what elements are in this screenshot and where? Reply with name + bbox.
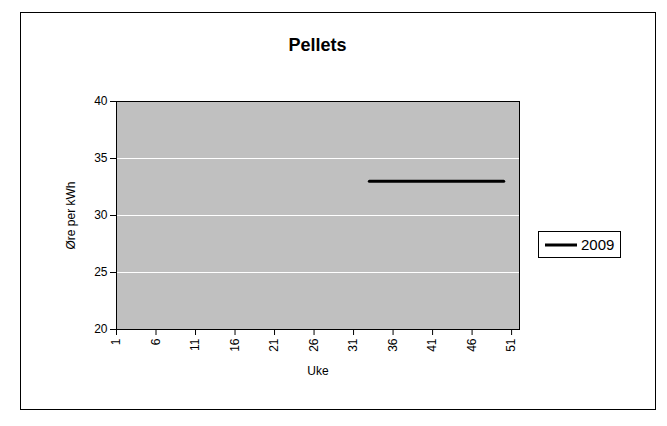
svg-text:1: 1 [109,338,123,345]
svg-text:30: 30 [94,208,108,222]
svg-text:46: 46 [465,338,479,352]
svg-text:31: 31 [346,338,360,352]
svg-text:16: 16 [228,338,242,352]
svg-text:Uke: Uke [307,364,329,378]
svg-text:35: 35 [94,151,108,165]
svg-text:26: 26 [307,338,321,352]
html-text:Pellets: Pellets [288,35,347,55]
svg-text:21: 21 [267,338,281,352]
svg-text:6: 6 [149,338,163,345]
svg-text:Øre per kWh: Øre per kWh [64,181,78,249]
svg-text:40: 40 [94,94,108,108]
svg-text:41: 41 [425,338,439,352]
svg-text:51: 51 [504,338,518,352]
svg-text:36: 36 [386,338,400,352]
svg-text:20: 20 [94,322,108,336]
html-text:2009: 2009 [581,236,615,253]
svg-text:11: 11 [188,338,202,351]
svg-text:25: 25 [94,265,108,279]
